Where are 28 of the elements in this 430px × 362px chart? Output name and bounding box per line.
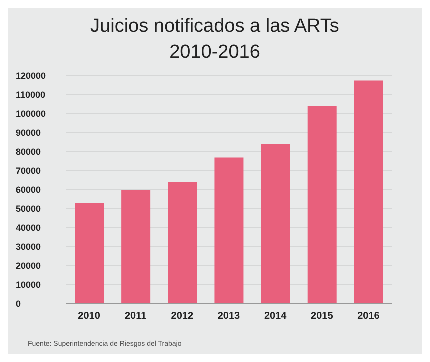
bar [168,182,198,304]
bar [354,80,384,304]
bar [75,203,104,304]
y-tick-label: 90000 [16,128,42,138]
y-tick-label: 100000 [16,109,46,120]
bar [308,106,337,304]
y-tick-label: 60000 [16,185,42,196]
y-tick-label: 110000 [16,90,46,100]
y-tick-label: 80000 [16,147,42,158]
x-tick-label: 2016 [358,311,380,322]
x-tick-label: 2014 [264,311,288,322]
bar [122,190,151,304]
y-tick-label: 70000 [16,166,42,176]
y-tick-label: 30000 [16,242,42,252]
x-tick-label: 2012 [171,311,194,322]
x-tick-label: 2013 [218,311,241,322]
bar [261,144,290,304]
x-tick-label: 2015 [311,311,334,322]
y-tick-label: 40000 [16,223,42,234]
y-tick-label: 50000 [16,204,42,214]
chart-title: Juicios notificados a las ARTs 2010-2016 [90,15,340,65]
x-tick-label: 2011 [125,311,148,322]
bar [214,158,244,304]
y-tick-label: 20000 [16,261,42,272]
y-tick-label: 120000 [16,71,46,82]
y-tick-label: 0 [16,299,22,310]
y-tick-label: 10000 [16,280,42,290]
x-tick-label: 2010 [78,311,101,322]
